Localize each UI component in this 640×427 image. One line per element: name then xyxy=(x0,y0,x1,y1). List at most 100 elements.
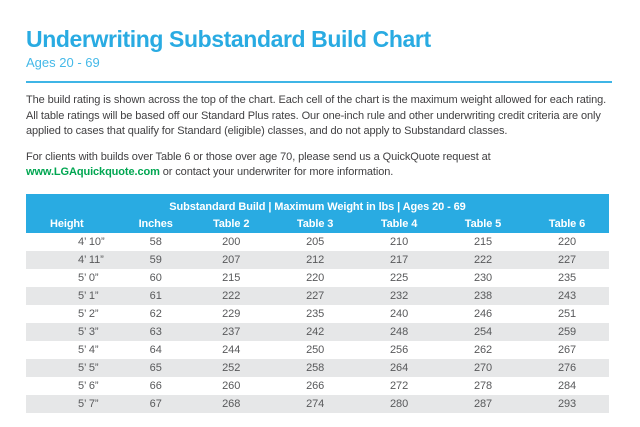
weight-cell: 278 xyxy=(473,379,493,392)
col-header-inches: Inches xyxy=(122,214,190,233)
weight-cell: 280 xyxy=(390,397,409,410)
weight-cell: 220 xyxy=(557,235,577,248)
weight-cell: 207 xyxy=(222,253,241,266)
col-header-height: Height xyxy=(26,214,123,233)
weight-cell: 284 xyxy=(557,379,577,392)
weight-cell: 235 xyxy=(306,307,325,320)
height-cell: 5’ 3” xyxy=(78,325,99,338)
weight-cell: 215 xyxy=(473,235,493,248)
height-cell: 5’ 5” xyxy=(78,361,99,374)
height-cell: 5’ 0” xyxy=(78,271,99,284)
weight-cell: 227 xyxy=(557,253,577,266)
weight-cell: 267 xyxy=(557,343,577,356)
weight-cell: 251 xyxy=(557,307,577,320)
table-row: 5’ 0” 60 215 220 225 230 235 xyxy=(26,269,609,287)
weight-cell: 270 xyxy=(473,361,493,374)
weight-cell: 64 xyxy=(149,343,162,356)
weight-cell: 59 xyxy=(149,253,162,266)
weight-cell: 227 xyxy=(306,289,325,302)
weight-cell: 293 xyxy=(557,397,577,410)
weight-cell: 58 xyxy=(149,235,162,248)
weight-cell: 210 xyxy=(390,235,409,248)
weight-cell: 60 xyxy=(149,271,162,284)
page-subtitle: Ages 20 - 69 xyxy=(26,55,100,70)
weight-cell: 229 xyxy=(222,307,241,320)
col-header-table6: Table 6 xyxy=(524,214,609,233)
document-page: Underwriting Substandard Build Chart Age… xyxy=(0,27,640,413)
weight-cell: 225 xyxy=(390,271,409,284)
weight-cell: 287 xyxy=(473,397,493,410)
weight-cell: 63 xyxy=(149,325,162,338)
weight-cell: 276 xyxy=(557,361,577,374)
weight-cell: 66 xyxy=(149,379,162,392)
weight-cell: 243 xyxy=(557,289,577,302)
weight-cell: 254 xyxy=(473,325,493,338)
weight-cell: 205 xyxy=(306,235,325,248)
weight-cell: 250 xyxy=(306,343,325,356)
weight-cell: 242 xyxy=(306,325,325,338)
table-banner: Substandard Build | Maximum Weight in lb… xyxy=(26,193,609,215)
weight-cell: 222 xyxy=(473,253,493,266)
col-header-table3: Table 3 xyxy=(273,214,358,233)
weight-cell: 268 xyxy=(222,397,241,410)
weight-cell: 67 xyxy=(149,397,162,410)
weight-cell: 230 xyxy=(473,271,493,284)
weight-cell: 260 xyxy=(222,379,241,392)
table-row: 5’ 3” 63 237 242 248 254 259 xyxy=(26,322,609,341)
weight-cell: 252 xyxy=(222,361,241,374)
height-cell: 5’ 1” xyxy=(78,289,99,302)
weight-cell: 259 xyxy=(557,325,577,338)
weight-cell: 62 xyxy=(149,307,162,320)
weight-cell: 274 xyxy=(306,397,325,410)
contact-text-before: For clients with builds over Table 6 or … xyxy=(26,150,491,163)
col-header-table5: Table 5 xyxy=(441,214,525,233)
weight-cell: 258 xyxy=(306,361,325,374)
weight-cell: 212 xyxy=(306,253,325,266)
col-header-table2: Table 2 xyxy=(189,214,274,233)
weight-cell: 61 xyxy=(149,289,162,302)
weight-cell: 248 xyxy=(390,325,409,338)
weight-cell: 240 xyxy=(390,307,409,320)
table-banner-row: Substandard Build | Maximum Weight in lb… xyxy=(26,193,609,215)
weight-cell: 272 xyxy=(390,379,409,392)
weight-cell: 200 xyxy=(222,235,241,248)
weight-cell: 65 xyxy=(149,361,162,374)
page-title: Underwriting Substandard Build Chart xyxy=(26,26,431,52)
quickquote-link[interactable]: www.LGAquickquote.com xyxy=(26,166,160,178)
build-table-body: 4’ 10” 58 200 205 210 215 220 4’ 11” 59 207 212 217… xyxy=(26,233,609,413)
table-row: 5’ 2” 62 229 235 240 246 251 xyxy=(26,305,609,323)
weight-cell: 244 xyxy=(222,343,241,356)
height-cell: 4’ 11” xyxy=(78,253,104,266)
weight-cell: 220 xyxy=(306,271,325,284)
contact-text-after: or contact your underwriter for more inf… xyxy=(159,166,394,178)
table-header-row: Height Inches Table 2 Table 3 Table 4 Ta… xyxy=(26,214,609,233)
weight-cell: 237 xyxy=(222,325,241,338)
table-row: 5’ 4” 64 244 250 256 262 267 xyxy=(26,341,609,359)
table-row: 4’ 10” 58 200 205 210 215 220 xyxy=(26,233,609,251)
divider-rule xyxy=(26,81,612,83)
height-cell: 5’ 7” xyxy=(78,397,99,410)
build-table: Substandard Build | Maximum Weight in lb… xyxy=(26,193,609,413)
intro-paragraph: The build rating is shown across the top… xyxy=(26,94,607,137)
weight-cell: 256 xyxy=(390,343,409,356)
weight-cell: 235 xyxy=(557,271,577,284)
col-header-table4: Table 4 xyxy=(357,214,442,233)
height-cell: 5’ 2” xyxy=(78,307,99,320)
table-row: 5’ 6” 66 260 266 272 278 284 xyxy=(26,377,609,395)
table-row: 5’ 1” 61 222 227 232 238 243 xyxy=(26,286,609,305)
weight-cell: 232 xyxy=(390,289,409,302)
weight-cell: 262 xyxy=(473,343,493,356)
table-row: 4’ 11” 59 207 212 217 222 227 xyxy=(26,250,609,269)
height-cell: 5’ 4” xyxy=(78,343,99,356)
weight-cell: 266 xyxy=(306,379,325,392)
weight-cell: 217 xyxy=(390,253,409,266)
weight-cell: 215 xyxy=(222,271,241,284)
weight-cell: 264 xyxy=(390,361,409,374)
weight-cell: 238 xyxy=(473,289,493,302)
contact-paragraph: For clients with builds over Table 6 or … xyxy=(26,150,612,181)
table-row: 5’ 7” 67 268 274 280 287 293 xyxy=(26,394,609,413)
height-cell: 4’ 10” xyxy=(78,235,105,248)
table-row: 5’ 5” 65 252 258 264 270 276 xyxy=(26,358,609,377)
weight-cell: 246 xyxy=(473,307,493,320)
height-cell: 5’ 6” xyxy=(78,379,99,392)
